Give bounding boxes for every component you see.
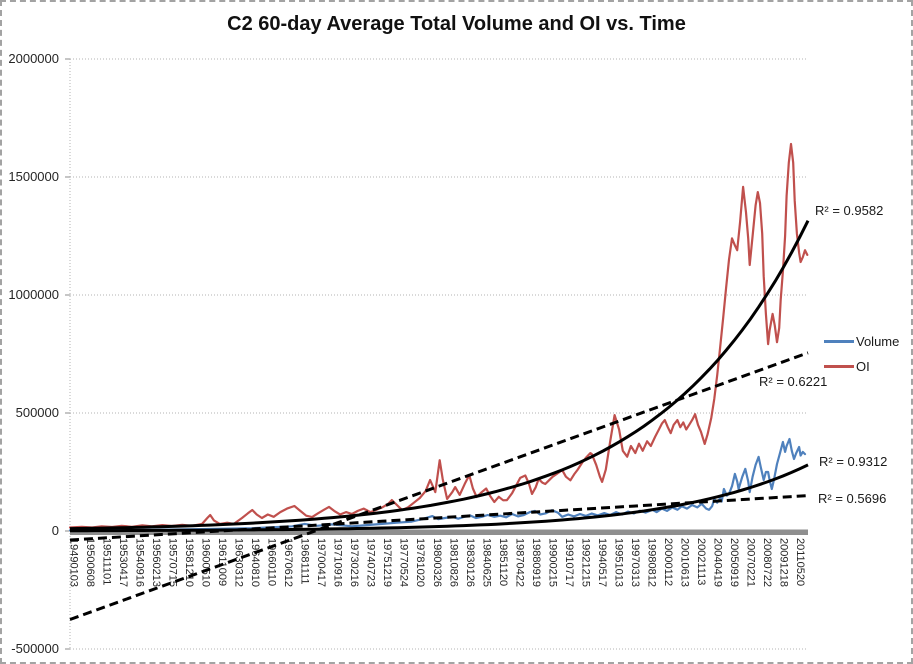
- x-axis-tick-label: 20091218: [777, 538, 790, 587]
- x-axis-tick-label: 19681111: [298, 538, 311, 585]
- y-axis-tick-label: 2000000: [8, 51, 59, 66]
- x-axis-tick-label: 19851120: [496, 538, 509, 587]
- oi-legend-label: OI: [856, 359, 870, 374]
- x-axis-tick-label: 19730216: [348, 538, 361, 587]
- x-axis-tick-label: 20021113: [694, 538, 707, 586]
- x-axis-tick-label: 19600510: [199, 538, 212, 587]
- x-axis-tick-label: 19810826: [447, 538, 460, 587]
- x-axis-tick-label: 20010613: [678, 538, 691, 587]
- x-axis-tick-label: 19751219: [381, 538, 394, 587]
- x-axis-tick-label: 19490103: [67, 538, 80, 587]
- r2-annotation-oi-linear: R² = 0.6221: [759, 374, 828, 389]
- x-axis-tick-label: 19530417: [117, 538, 130, 587]
- oi-exponential-trendline: [69, 220, 810, 531]
- x-axis-tick-label: 19540916: [133, 538, 146, 587]
- x-axis-tick-label: 19770524: [397, 538, 410, 587]
- y-axis-tick-label: 0: [51, 523, 59, 538]
- x-axis-tick-label: 19940517: [595, 538, 608, 587]
- x-axis-tick-label: 20000112: [661, 538, 674, 587]
- legend-item-oi: OI: [824, 354, 899, 379]
- legend: Volume OI: [824, 329, 899, 379]
- oi-series-line: [68, 142, 809, 529]
- volume-exponential-trendline: [70, 463, 809, 533]
- chart-title: C2 60-day Average Total Volume and OI vs…: [227, 13, 686, 35]
- x-axis-band: [70, 529, 808, 535]
- x-axis-tick-label: 19951013: [612, 538, 625, 587]
- x-axis-tick-label: 19980812: [645, 538, 658, 587]
- x-axis-tick-label: 19660110: [265, 538, 278, 587]
- x-axis-tick-label: 19500608: [84, 538, 96, 587]
- y-axis-tick-label: 1500000: [8, 169, 59, 184]
- x-axis-tick-label: 20070221: [744, 538, 757, 587]
- x-axis-tick-label: 19670612: [282, 538, 295, 587]
- volume-legend-label: Volume: [856, 334, 900, 349]
- r2-annotation-volume-linear: R² = 0.5696: [818, 491, 887, 506]
- x-axis-tick-label: 19880919: [529, 538, 542, 587]
- x-axis-tick-label: 19611009: [216, 538, 229, 587]
- x-axis-tick-label: 19781020: [414, 538, 427, 587]
- legend-item-volume: Volume: [824, 329, 899, 354]
- x-axis-tick-label: 19910717: [562, 538, 575, 587]
- volume-linear-trendline: [69, 494, 809, 542]
- y-axis-tick-label: -500000: [11, 641, 59, 656]
- volume-legend-line: [824, 340, 854, 343]
- x-axis-tick-label: 19970313: [628, 538, 641, 587]
- x-axis-tick-label: 19570715: [166, 538, 179, 587]
- x-axis-tick-label: 19800326: [430, 538, 443, 587]
- x-axis-tick-label: 20040419: [711, 538, 724, 587]
- y-axis-tick-label: 500000: [15, 405, 59, 420]
- x-axis-tick-label: 19840625: [480, 538, 493, 587]
- x-axis-tick-label: 19630312: [232, 538, 245, 587]
- x-axis-tick-label: 19740723: [364, 538, 377, 587]
- x-axis-tick-label: 19700417: [315, 538, 328, 587]
- x-axis-tick-label: 20050919: [727, 538, 740, 587]
- x-axis-tick-label: 19710916: [331, 538, 344, 587]
- x-axis-tick-label: 19560213: [150, 538, 163, 587]
- x-axis-tick-label: 19921215: [579, 538, 592, 587]
- y-axis-tick-label: 1000000: [8, 287, 59, 302]
- r2-annotation-oi-exponential: R² = 0.9582: [815, 203, 884, 218]
- x-axis-tick-label: 19900215: [546, 538, 559, 587]
- oi-legend-line: [824, 365, 854, 368]
- oi-linear-trendline: [69, 351, 809, 621]
- x-axis-tick-label: 19511101: [100, 538, 113, 586]
- x-axis-tick-label: 20110520: [794, 538, 806, 587]
- x-axis-tick-label: 19830126: [463, 538, 476, 587]
- r2-annotation-volume-exponential: R² = 0.9312: [819, 454, 888, 469]
- x-axis-tick-label: 19870422: [513, 538, 526, 587]
- x-axis-tick-label: 20080722: [760, 538, 773, 587]
